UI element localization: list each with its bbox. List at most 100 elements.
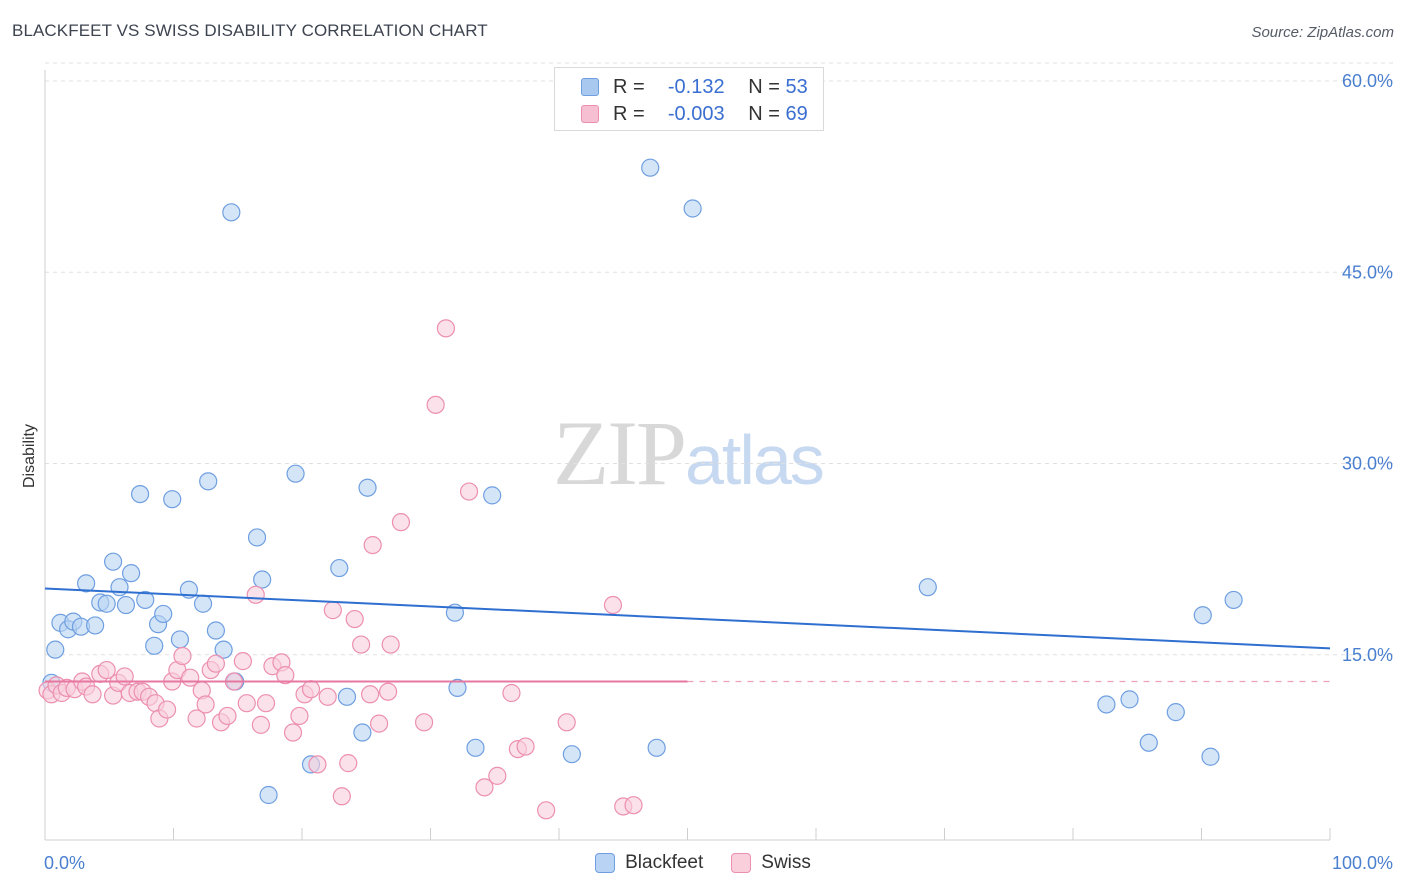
- legend-r-label: R =: [613, 75, 651, 98]
- data-point-swiss: [459, 482, 479, 501]
- watermark-atlas: atlas: [685, 421, 825, 499]
- data-point-swiss: [218, 706, 237, 726]
- data-point-swiss: [246, 585, 265, 604]
- data-point-blackfeet: [199, 472, 218, 491]
- legend-swatch-blackfeet: [581, 78, 599, 96]
- data-point-blackfeet: [1224, 590, 1243, 610]
- legend-n-label: N =: [748, 75, 786, 98]
- data-point-blackfeet: [136, 590, 155, 610]
- legend-swatch-swiss: [581, 105, 599, 123]
- legend-r-value: -0.003: [667, 102, 725, 125]
- data-point-swiss: [557, 713, 576, 732]
- y-tick-label: 60.0%: [1342, 71, 1393, 91]
- data-point-swiss: [361, 685, 380, 704]
- legend-item-swiss[interactable]: Swiss: [731, 852, 811, 874]
- data-point-blackfeet: [77, 574, 96, 593]
- data-point-swiss: [290, 706, 309, 726]
- data-point-blackfeet: [121, 564, 141, 583]
- data-point-blackfeet: [1166, 703, 1185, 722]
- data-point-swiss: [97, 660, 116, 680]
- data-point-swiss: [378, 682, 398, 701]
- data-point-blackfeet: [641, 158, 660, 177]
- data-point-blackfeet: [483, 486, 502, 505]
- correlation-legend: R = -0.132 N = 53 R = -0.003 N = 69: [554, 67, 824, 131]
- data-point-blackfeet: [562, 745, 581, 764]
- data-point-blackfeet: [466, 738, 485, 757]
- data-point-blackfeet: [253, 570, 272, 589]
- data-point-blackfeet: [222, 203, 241, 222]
- data-point-swiss: [237, 694, 256, 713]
- data-point-blackfeet: [1201, 747, 1220, 766]
- data-point-blackfeet: [918, 578, 937, 597]
- legend-n-value: 69: [785, 102, 808, 125]
- data-point-swiss: [83, 685, 102, 704]
- data-point-swiss: [233, 652, 252, 671]
- data-point-blackfeet: [116, 595, 136, 615]
- series-legend: Blackfeet Swiss: [0, 852, 1406, 874]
- data-point-blackfeet: [353, 723, 372, 742]
- data-point-swiss: [345, 609, 364, 629]
- data-point-blackfeet: [448, 678, 467, 698]
- y-axis-label: Disability: [21, 424, 38, 488]
- data-point-swiss: [475, 778, 494, 797]
- data-point-blackfeet: [330, 558, 349, 578]
- data-point-swiss: [352, 635, 371, 654]
- watermark-logo: ZIPatlas: [553, 400, 825, 506]
- data-point-blackfeet: [97, 594, 116, 613]
- data-point-swiss: [323, 601, 342, 620]
- data-point-blackfeet: [647, 738, 666, 757]
- data-point-swiss: [436, 319, 456, 338]
- legend-r-label: R =: [613, 102, 651, 125]
- data-point-blackfeet: [1120, 690, 1139, 709]
- data-point-swiss: [332, 787, 351, 806]
- data-point-swiss: [391, 513, 411, 532]
- legend-label-blackfeet: Blackfeet: [625, 852, 704, 873]
- legend-item-blackfeet[interactable]: Blackfeet: [595, 852, 703, 874]
- data-point-swiss: [256, 694, 276, 713]
- data-point-swiss: [196, 695, 215, 714]
- legend-r-value: -0.132: [667, 75, 725, 98]
- data-point-blackfeet: [154, 604, 173, 624]
- legend-row-swiss: R = -0.003 N = 69: [581, 101, 808, 127]
- data-point-blackfeet: [337, 687, 357, 706]
- data-point-swiss: [318, 687, 337, 706]
- data-point-swiss: [624, 796, 643, 815]
- legend-swatch-blackfeet: [595, 853, 616, 873]
- x-tick-label: 0.0%: [44, 853, 85, 873]
- data-point-swiss: [283, 723, 303, 742]
- data-point-swiss: [502, 683, 521, 703]
- data-point-swiss: [516, 737, 535, 756]
- data-point-swiss: [426, 395, 445, 414]
- data-point-blackfeet: [358, 478, 377, 497]
- data-point-swiss: [301, 680, 321, 699]
- data-point-blackfeet: [145, 636, 164, 655]
- data-point-swiss: [414, 713, 434, 732]
- data-point-blackfeet: [259, 785, 278, 805]
- x-tick-label: 100.0%: [1332, 853, 1393, 873]
- data-point-swiss: [370, 714, 389, 733]
- legend-n-label: N =: [748, 102, 786, 125]
- data-point-blackfeet: [683, 199, 702, 218]
- data-point-swiss: [603, 595, 623, 615]
- legend-n-value: 53: [785, 75, 808, 98]
- data-point-blackfeet: [130, 485, 150, 504]
- data-point-swiss: [157, 700, 177, 719]
- data-point-blackfeet: [163, 490, 182, 509]
- data-point-swiss: [339, 754, 358, 773]
- data-point-blackfeet: [1193, 606, 1212, 625]
- legend-swatch-swiss: [731, 853, 752, 873]
- legend-row-blackfeet: R = -0.132 N = 53: [581, 74, 808, 100]
- data-point-blackfeet: [1139, 733, 1158, 752]
- trend-line-blackfeet: [44, 587, 1331, 650]
- watermark-zip: ZIP: [553, 402, 687, 504]
- data-point-blackfeet: [193, 594, 213, 613]
- y-tick-label: 45.0%: [1342, 262, 1393, 282]
- source-label: Source: ZipAtlas.com: [1251, 24, 1394, 41]
- data-point-blackfeet: [286, 464, 305, 483]
- data-point-blackfeet: [46, 640, 65, 659]
- y-tick-label: 15.0%: [1342, 645, 1393, 665]
- data-point-blackfeet: [247, 528, 267, 547]
- data-point-swiss: [251, 715, 270, 734]
- data-point-blackfeet: [1097, 695, 1116, 714]
